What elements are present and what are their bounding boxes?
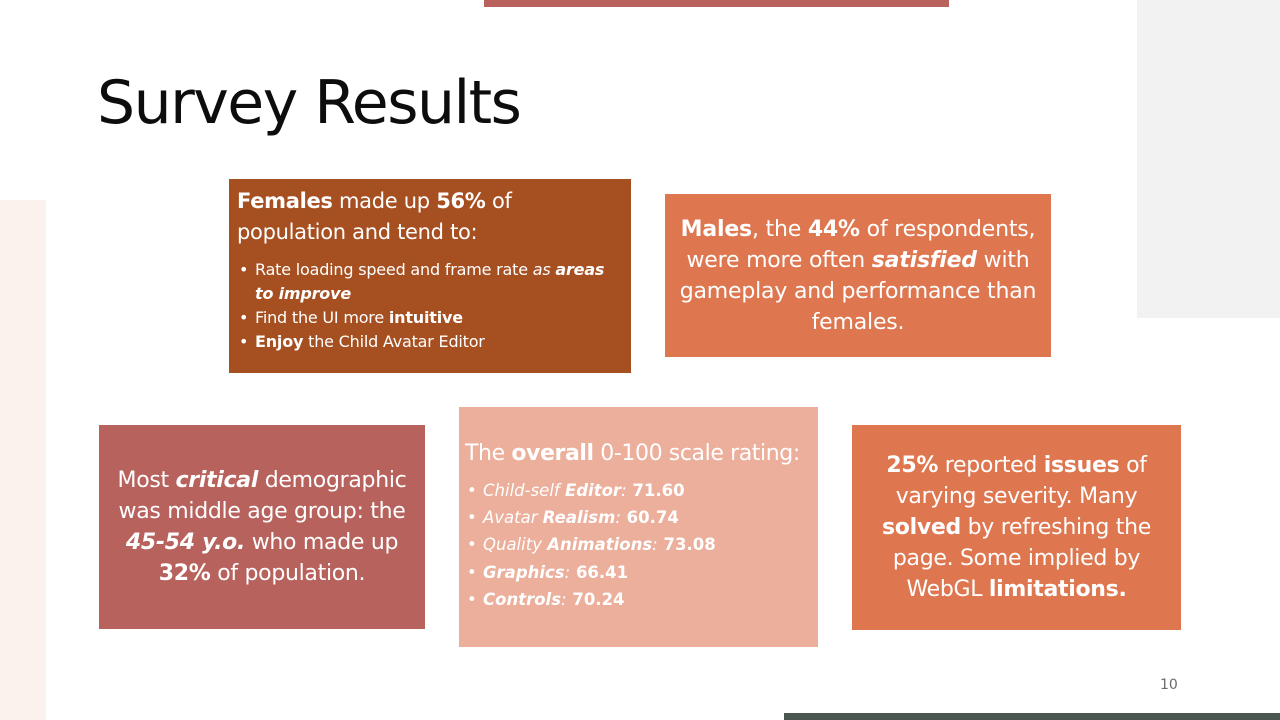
rating-item: Avatar Realism: 60.74 [465, 504, 812, 531]
females-percent: 56% [436, 189, 486, 213]
rating-colon: : [564, 562, 571, 582]
italic-span: as [532, 260, 551, 279]
critical-demographic-box: Most critical demographic was middle age… [99, 425, 425, 629]
rating-value: 70.24 [566, 589, 625, 609]
text-span: reported [938, 453, 1044, 478]
text-span: with gameplay and performance than femal… [679, 247, 1037, 335]
list-item: Enjoy the Child Avatar Editor [237, 330, 623, 354]
bottom-dark-bar [784, 713, 1280, 720]
critical-text: Most critical demographic was middle age… [109, 465, 415, 589]
text-span: Find the UI more [255, 308, 389, 327]
rating-colon: : [621, 481, 627, 500]
rating-item: Quality Animations: 73.08 [465, 531, 812, 558]
text-span: who made up [245, 530, 399, 555]
emphasis-span: limitations. [988, 577, 1127, 602]
list-item: Rate loading speed and frame rate as are… [237, 258, 623, 306]
rating-name: Controls [483, 589, 562, 609]
emphasis-span: overall [511, 441, 594, 466]
emphasis-span: 44% [807, 216, 860, 242]
emphasis-span: Males [680, 216, 752, 242]
text-span: Rate loading speed and frame rate [255, 260, 533, 279]
issues-summary-box: 25% reported issues of varying severity.… [852, 425, 1181, 630]
rating-colon: : [615, 508, 621, 528]
ratings-list: Child-self Editor: 71.60 Avatar Realism:… [465, 477, 812, 613]
emphasis-span: intuitive [388, 308, 463, 327]
text-span: of respondents, were more often [686, 216, 1036, 273]
emphasis-span: 25% [886, 453, 939, 478]
text-span: of population and tend to: [237, 189, 512, 244]
right-gray-panel [1137, 0, 1280, 318]
emphasis-span: 32% [158, 561, 211, 586]
rating-name: Graphics [483, 562, 565, 582]
text-span: demographic was middle age group: the [118, 468, 407, 524]
rating-value: 73.08 [657, 535, 716, 555]
text-span: The [465, 441, 512, 466]
emphasis-span: solved [881, 515, 961, 540]
rating-name: Realism [542, 508, 616, 528]
text-span: of population. [210, 561, 366, 586]
emphasis-span: issues [1043, 453, 1120, 478]
rating-category: Child-self [483, 481, 565, 500]
females-lead: Females made up 56% of population and te… [237, 186, 623, 248]
rating-item: Child-self Editor: 71.60 [465, 477, 812, 504]
rating-category: Avatar [483, 508, 543, 528]
rating-category: Quality [483, 535, 548, 555]
text-span: by refreshing the page. Some implied by … [892, 515, 1151, 602]
top-accent-bar [484, 0, 949, 7]
rating-value: 66.41 [570, 562, 629, 582]
slide-number: 10 [1160, 677, 1178, 693]
text-span: made up [332, 189, 437, 213]
rating-item: Graphics: 66.41 [465, 559, 812, 586]
rating-colon: : [561, 589, 567, 609]
issues-text: 25% reported issues of varying severity.… [860, 450, 1173, 605]
text-span: 0-100 scale rating: [593, 441, 800, 466]
text-span: , the [751, 216, 808, 242]
rating-value: 71.60 [626, 481, 685, 500]
overall-rating-box: The overall 0-100 scale rating: Child-se… [459, 407, 818, 647]
males-text: Males, the 44% of respondents, were more… [677, 214, 1039, 338]
rating-item: Controls: 70.24 [465, 586, 812, 613]
text-span: the Child Avatar Editor [303, 332, 485, 351]
emphasis-span: critical [175, 468, 259, 493]
rating-name: Animations [547, 535, 653, 555]
emphasis-span: areas to improve [255, 260, 605, 303]
females-summary-box: Females made up 56% of population and te… [229, 179, 631, 373]
rating-value: 60.74 [620, 508, 679, 528]
rating-name: Editor [564, 481, 622, 500]
females-label: Females [237, 189, 333, 213]
females-bullet-list: Rate loading speed and frame rate as are… [237, 258, 623, 354]
emphasis-span: satisfied [871, 247, 977, 273]
rating-colon: : [652, 535, 658, 555]
overall-lead: The overall 0-100 scale rating: [465, 439, 812, 469]
emphasis-span: Enjoy [255, 332, 304, 351]
left-blush-strip [0, 200, 46, 720]
text-span: of varying severity. Many [895, 453, 1147, 509]
slide-title: Survey Results [97, 68, 522, 138]
list-item: Find the UI more intuitive [237, 306, 623, 330]
text-span: Most [117, 468, 176, 493]
emphasis-span: 45-54 y.o. [125, 530, 246, 555]
males-summary-box: Males, the 44% of respondents, were more… [665, 194, 1051, 357]
